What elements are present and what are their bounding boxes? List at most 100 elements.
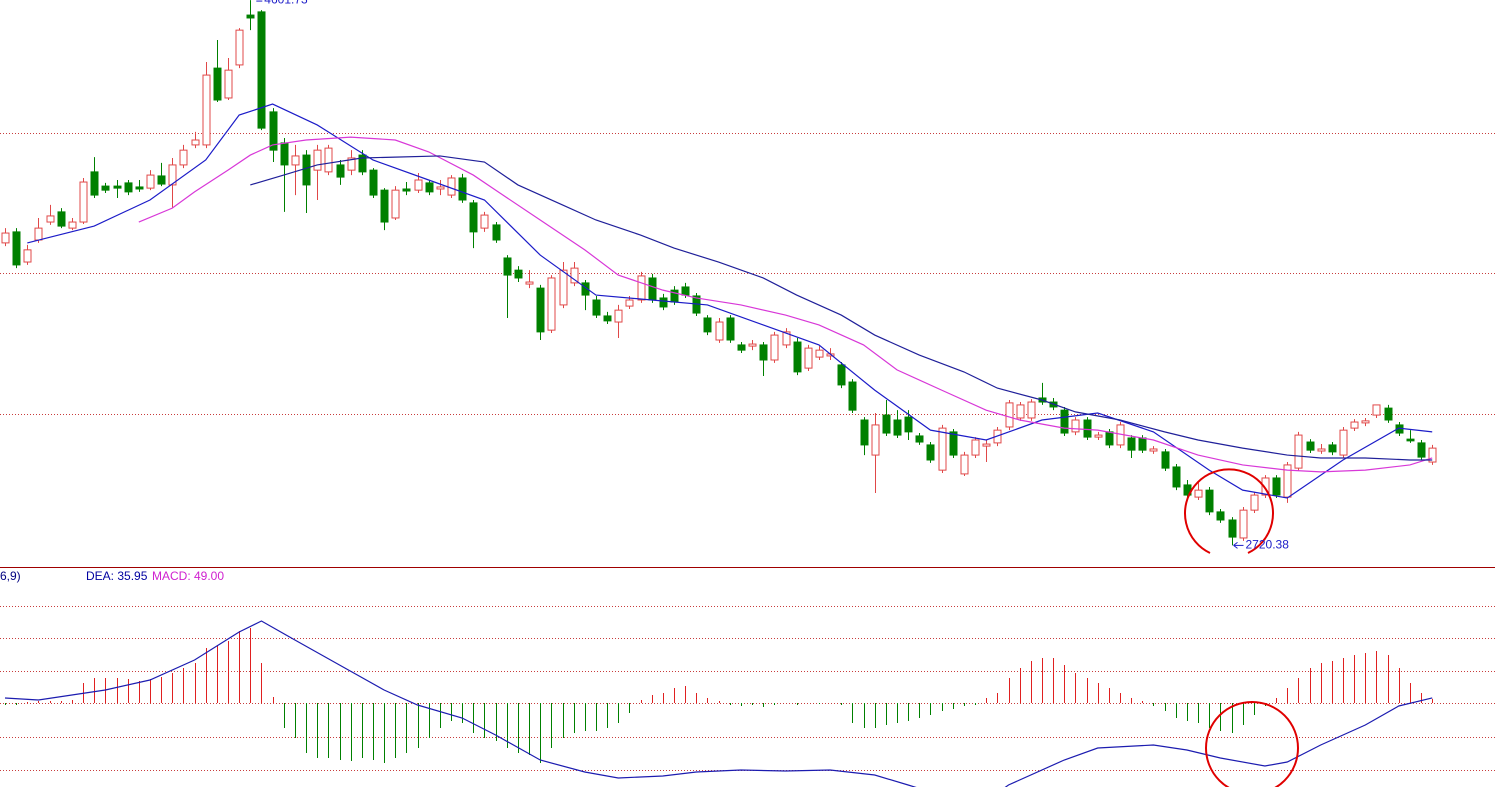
candle-body <box>536 287 545 333</box>
candle-body <box>369 169 378 196</box>
candle-body <box>1428 447 1437 463</box>
candle-body <box>79 181 88 223</box>
candle-body <box>614 309 623 323</box>
candle-body <box>793 341 802 373</box>
price-panel <box>0 0 1495 546</box>
candle-body <box>703 317 712 333</box>
candle-body <box>224 69 233 99</box>
candle-body <box>46 215 55 223</box>
candle-body <box>659 297 668 308</box>
candle-body <box>480 214 489 229</box>
moving-average-line <box>250 155 1433 461</box>
candle-body <box>1306 441 1315 451</box>
candle-body <box>514 269 523 279</box>
indicator-legend: 6,9) <box>0 569 21 583</box>
candle-body <box>882 414 891 434</box>
indicator-legend: DEA: 35.95 <box>86 569 148 583</box>
candle-body <box>570 267 579 284</box>
candle-body <box>391 189 400 219</box>
moving-average-line <box>138 136 1433 473</box>
candle-body <box>1239 509 1248 539</box>
candle-body <box>358 154 367 173</box>
candle-body <box>1317 448 1326 452</box>
candle-body <box>436 186 445 190</box>
candle-body <box>124 182 133 193</box>
candle-body <box>1384 407 1393 421</box>
candle-body <box>915 435 924 443</box>
candle-body <box>336 164 345 178</box>
candle-body <box>1350 421 1359 429</box>
candle-body <box>804 347 813 369</box>
indicator-legend: MACD: 49.00 <box>152 569 224 583</box>
candle-body <box>34 227 43 241</box>
macd-panel: 6,9) DEA: 35.95 MACD: 49.00 <box>0 569 1495 787</box>
candle-body <box>871 424 880 456</box>
label-arrow-head <box>1233 541 1238 549</box>
candle-body <box>748 343 757 347</box>
candle-body <box>302 154 311 186</box>
candle-body <box>681 286 690 296</box>
candle-body <box>938 427 947 471</box>
candle-body <box>1205 489 1214 513</box>
candle-body <box>726 317 735 341</box>
candle-body <box>57 211 66 227</box>
high-label: 4601.73 <box>264 0 308 6</box>
candle-body <box>737 344 746 351</box>
dif-layer <box>4 620 1433 787</box>
candle-body <box>893 419 902 436</box>
candle-body <box>1071 419 1080 433</box>
candle-body <box>759 344 768 361</box>
candle-body <box>246 14 255 19</box>
candle-body <box>1194 489 1203 498</box>
candle-body <box>458 177 467 201</box>
candle-body <box>324 147 333 173</box>
candle-body <box>782 331 791 346</box>
candle-body <box>848 381 857 411</box>
candle-body <box>1228 519 1237 538</box>
candle-body <box>1161 451 1170 469</box>
candle-body <box>1105 431 1114 446</box>
candle-body <box>425 182 434 193</box>
candle-body <box>1417 442 1426 458</box>
candle-body <box>313 149 322 171</box>
candle-body <box>581 282 590 296</box>
candle-body <box>603 315 612 322</box>
candle-body <box>1250 494 1259 511</box>
candle-body <box>191 139 200 146</box>
candle-body <box>1272 477 1281 496</box>
candle-body <box>157 175 166 185</box>
candle-body <box>447 177 456 196</box>
candle-body <box>269 111 278 151</box>
candle-body <box>90 171 99 196</box>
candle-body <box>960 454 969 475</box>
highlight-circle <box>1184 468 1274 554</box>
candle-body <box>291 155 300 166</box>
candle-body <box>213 67 222 101</box>
candle-body <box>168 164 177 186</box>
candle-body <box>101 185 110 191</box>
candle-body <box>1083 419 1092 438</box>
candle-body <box>1027 401 1036 419</box>
candle-body <box>1127 437 1136 451</box>
candle-body <box>414 179 423 191</box>
candle-body <box>1172 466 1181 488</box>
candle-body <box>235 29 244 66</box>
candle-body <box>469 202 478 233</box>
annotations <box>1184 468 1299 787</box>
candle-body <box>492 224 501 241</box>
candle-body <box>1328 444 1337 453</box>
candle-body <box>926 444 935 461</box>
candle-body <box>559 269 568 306</box>
candle-body <box>380 189 389 223</box>
candle-body <box>23 249 32 263</box>
moving-average-line <box>27 103 1433 499</box>
candle-body <box>971 439 980 456</box>
candle-body <box>625 299 634 307</box>
candle-body <box>280 142 289 166</box>
candle-body <box>1138 437 1147 451</box>
candle-body <box>1294 434 1303 469</box>
candle-body <box>135 186 144 190</box>
